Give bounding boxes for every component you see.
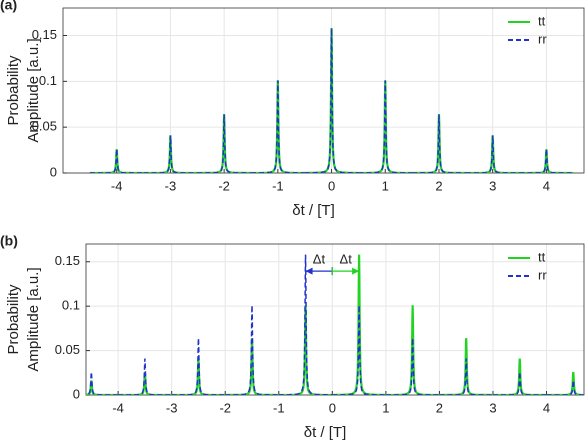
peak: [171, 338, 226, 395]
arrow-head: [305, 267, 313, 275]
peak: [250, 80, 305, 173]
x-tick-label: 2: [435, 178, 442, 193]
x-tick-label: -2: [218, 178, 230, 193]
x-tick-label: 1: [382, 400, 389, 415]
legend-label: tt: [538, 249, 546, 264]
plot-area: -4 -3 -2 -1 0 1 2 3 4 0 0.05 0.1 0.15 tt rr Δt Δt (b) δt /…: [0, 233, 585, 440]
axes-box: [85, 243, 585, 396]
legend-label: rr: [538, 267, 547, 282]
panel-label: (a): [0, 0, 17, 13]
x-tick-label: 4: [543, 400, 550, 415]
peak: [89, 149, 144, 173]
peak: [332, 305, 386, 395]
peak: [492, 371, 547, 395]
x-tick-label: 3: [489, 400, 496, 415]
annotation: Δt: [313, 252, 326, 267]
x-tick-label: -3: [166, 400, 178, 415]
y-tick-label: 0.15: [55, 253, 80, 268]
x-tick-label: 3: [489, 178, 496, 193]
peak: [465, 135, 520, 173]
peak: [86, 380, 119, 395]
x-tick-label: -1: [272, 178, 284, 193]
peak: [358, 80, 413, 173]
series-group: [89, 28, 574, 173]
x-tick-label: 4: [543, 178, 550, 193]
peak: [385, 338, 440, 395]
peak: [304, 28, 359, 173]
y-tick-label: 0.1: [62, 298, 80, 313]
y-tick-label: 0.05: [32, 119, 57, 134]
y-axis-label: Amplitude [a.u.]: [25, 38, 42, 142]
x-tick-label: 1: [382, 178, 389, 193]
plot-area: -4 -3 -2 -1 0 1 2 3 4 0 0.05 0.1 0.15 tt rr (a) δt / [T]…: [0, 0, 585, 219]
x-axis-label: δt / [T]: [292, 202, 335, 219]
peak: [118, 358, 172, 395]
x-tick-label: -4: [111, 178, 123, 193]
peak: [439, 358, 493, 395]
peak: [492, 358, 547, 395]
peak: [225, 305, 279, 395]
y-tick-label: 0.1: [39, 73, 57, 88]
annotation: Δt: [340, 252, 353, 267]
y-axis-label: Probability: [5, 55, 22, 126]
arrow-head: [352, 267, 360, 275]
peak: [143, 135, 198, 173]
x-tick-label: -2: [219, 400, 231, 415]
x-tick-label: -4: [112, 400, 124, 415]
y-axis-label: Probability: [5, 284, 22, 355]
legend-label: tt: [538, 13, 546, 28]
y-tick-label: 0.15: [32, 27, 57, 42]
axes-box: [62, 7, 585, 174]
panel-label: (b): [0, 233, 18, 249]
x-tick-label: -1: [273, 400, 285, 415]
y-tick-label: 0.05: [55, 342, 80, 357]
peak: [197, 114, 251, 173]
peak: [412, 114, 466, 173]
peak: [519, 149, 574, 173]
x-tick-label: 2: [436, 400, 443, 415]
x-tick-label: 0: [329, 400, 336, 415]
y-tick-label: 0: [73, 386, 80, 401]
legend-label: rr: [538, 31, 547, 46]
x-tick-label: 0: [328, 178, 335, 193]
series-group: [86, 254, 584, 395]
x-tick-label: -3: [165, 178, 177, 193]
peak: [278, 254, 333, 395]
y-axis-label: Amplitude [a.u.]: [25, 267, 42, 371]
x-axis-label: δt / [T]: [304, 424, 347, 440]
peak: [546, 380, 584, 395]
peak: [546, 371, 584, 395]
y-tick-label: 0: [50, 164, 57, 179]
